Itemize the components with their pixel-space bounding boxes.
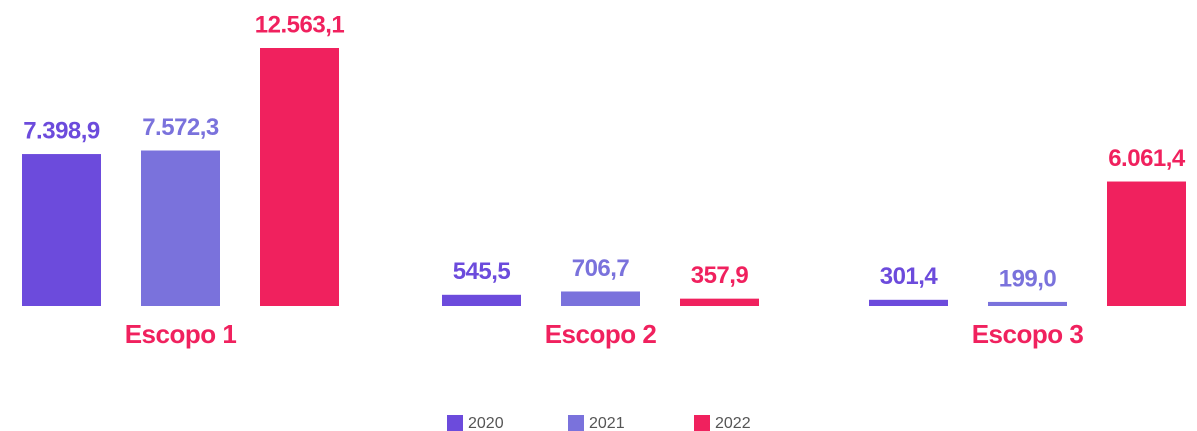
legend-swatch bbox=[694, 415, 710, 431]
bar bbox=[442, 294, 521, 306]
category-label: Escopo 1 bbox=[125, 319, 237, 349]
value-label: 357,9 bbox=[691, 262, 749, 289]
bar bbox=[22, 154, 101, 306]
bar bbox=[260, 48, 339, 306]
bar bbox=[141, 150, 220, 306]
legend-swatch bbox=[447, 415, 463, 431]
value-label: 7.572,3 bbox=[142, 114, 219, 141]
legend-label: 2020 bbox=[468, 415, 504, 431]
value-label: 199,0 bbox=[999, 265, 1057, 292]
legend-label: 2022 bbox=[715, 415, 751, 431]
value-label: 706,7 bbox=[572, 255, 630, 282]
category-label: Escopo 3 bbox=[972, 319, 1084, 349]
value-label: 6.061,4 bbox=[1108, 145, 1186, 172]
value-label: 545,5 bbox=[453, 258, 511, 285]
bar bbox=[561, 291, 640, 306]
legend-label: 2021 bbox=[589, 415, 625, 431]
bar bbox=[988, 301, 1067, 306]
legend-swatch bbox=[568, 415, 584, 431]
category-label: Escopo 2 bbox=[545, 319, 657, 349]
value-label: 12.563,1 bbox=[255, 11, 345, 38]
value-label: 7.398,9 bbox=[23, 117, 100, 144]
bar bbox=[869, 299, 948, 306]
bar bbox=[1107, 181, 1186, 306]
value-label: 301,4 bbox=[880, 263, 939, 290]
bar bbox=[680, 298, 759, 306]
